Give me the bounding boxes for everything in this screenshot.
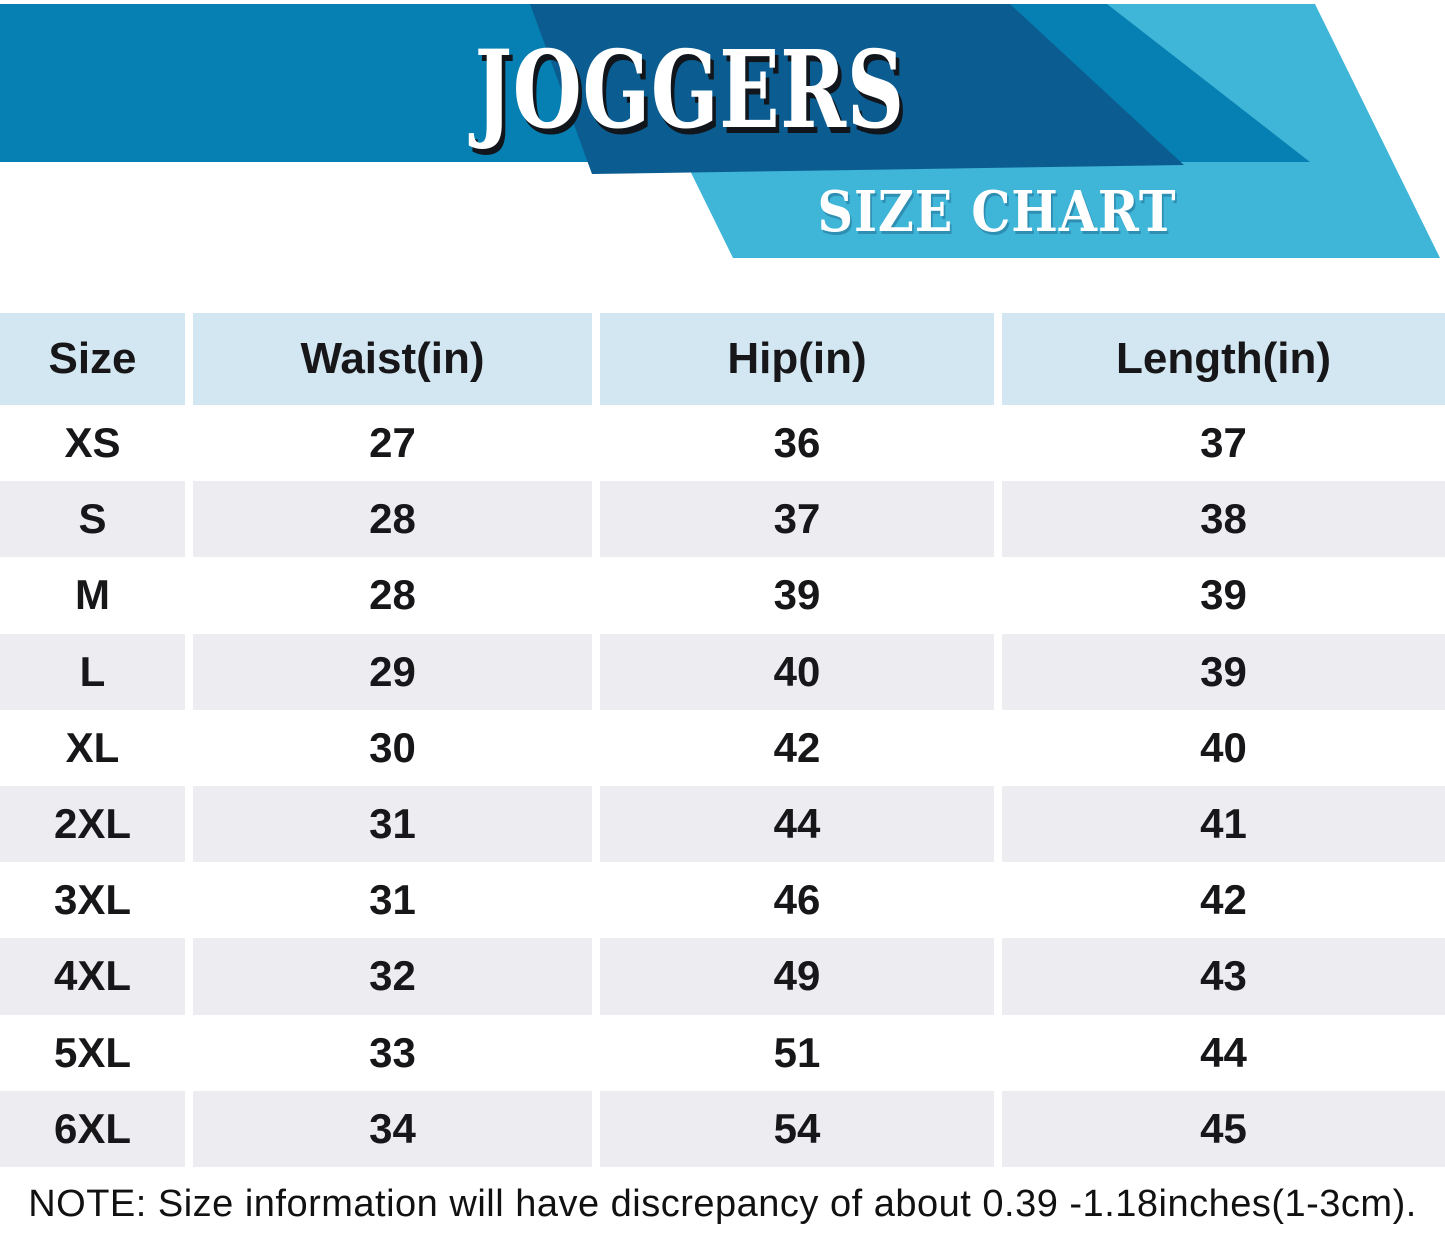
header-banner: JOGGERS SIZE CHART bbox=[0, 0, 1445, 258]
page-subtitle-text: SIZE CHART bbox=[817, 179, 1177, 245]
waist-cell: 32 bbox=[193, 938, 592, 1015]
waist-cell: 28 bbox=[193, 481, 592, 558]
length-cell: 45 bbox=[1002, 1090, 1445, 1167]
table-row-4xl: 4XL 32 49 43 bbox=[0, 938, 1445, 1015]
column-header-size: Size bbox=[0, 313, 185, 405]
waist-cell: 31 bbox=[193, 785, 592, 863]
hip-cell: 40 bbox=[600, 633, 994, 710]
size-note: NOTE: Size information will have discrep… bbox=[28, 1182, 1417, 1225]
column-header-waist: Waist(in) bbox=[193, 313, 592, 405]
table-row-xs: XS 27 36 37 bbox=[0, 405, 1445, 482]
length-cell: 41 bbox=[1002, 785, 1445, 863]
hip-cell: 51 bbox=[600, 1014, 994, 1091]
size-cell: 4XL bbox=[0, 938, 185, 1015]
page-title-text: JOGGERS bbox=[474, 27, 906, 153]
table-row-xl: XL 30 42 40 bbox=[0, 709, 1445, 786]
size-cell: L bbox=[0, 633, 185, 710]
waist-cell: 28 bbox=[193, 557, 592, 634]
table-row-s: S 28 37 38 bbox=[0, 481, 1445, 558]
column-header-hip: Hip(in) bbox=[600, 313, 994, 405]
table-row-2xl: 2XL 31 44 41 bbox=[0, 785, 1445, 863]
size-table: Size Waist(in) Hip(in) Length(in) XS 27 … bbox=[0, 313, 1445, 1167]
waist-cell: 33 bbox=[193, 1014, 592, 1091]
size-cell: 3XL bbox=[0, 862, 185, 939]
size-cell: M bbox=[0, 557, 185, 634]
page-title: JOGGERS bbox=[330, 4, 1050, 164]
hip-cell: 46 bbox=[600, 862, 994, 939]
size-cell: 2XL bbox=[0, 785, 185, 863]
size-cell: XL bbox=[0, 709, 185, 786]
hip-cell: 37 bbox=[600, 481, 994, 558]
page-subtitle: SIZE CHART bbox=[700, 172, 1294, 252]
size-cell: XS bbox=[0, 405, 185, 482]
waist-cell: 29 bbox=[193, 633, 592, 710]
length-cell: 38 bbox=[1002, 481, 1445, 558]
hip-cell: 36 bbox=[600, 405, 994, 482]
waist-cell: 31 bbox=[193, 862, 592, 939]
waist-cell: 34 bbox=[193, 1090, 592, 1167]
length-cell: 42 bbox=[1002, 862, 1445, 939]
waist-cell: 30 bbox=[193, 709, 592, 786]
table-row-l: L 29 40 39 bbox=[0, 633, 1445, 710]
column-header-length: Length(in) bbox=[1002, 313, 1445, 405]
size-cell: 5XL bbox=[0, 1014, 185, 1091]
table-row-m: M 28 39 39 bbox=[0, 557, 1445, 634]
hip-cell: 44 bbox=[600, 785, 994, 863]
hip-cell: 49 bbox=[600, 938, 994, 1015]
hip-cell: 54 bbox=[600, 1090, 994, 1167]
length-cell: 40 bbox=[1002, 709, 1445, 786]
waist-cell: 27 bbox=[193, 405, 592, 482]
table-header-row: Size Waist(in) Hip(in) Length(in) bbox=[0, 313, 1445, 405]
length-cell: 39 bbox=[1002, 633, 1445, 710]
hip-cell: 42 bbox=[600, 709, 994, 786]
table-row-5xl: 5XL 33 51 44 bbox=[0, 1014, 1445, 1091]
table-row-6xl: 6XL 34 54 45 bbox=[0, 1090, 1445, 1167]
size-cell: S bbox=[0, 481, 185, 558]
table-row-3xl: 3XL 31 46 42 bbox=[0, 862, 1445, 939]
length-cell: 44 bbox=[1002, 1014, 1445, 1091]
length-cell: 43 bbox=[1002, 938, 1445, 1015]
size-cell: 6XL bbox=[0, 1090, 185, 1167]
hip-cell: 39 bbox=[600, 557, 994, 634]
length-cell: 37 bbox=[1002, 405, 1445, 482]
length-cell: 39 bbox=[1002, 557, 1445, 634]
